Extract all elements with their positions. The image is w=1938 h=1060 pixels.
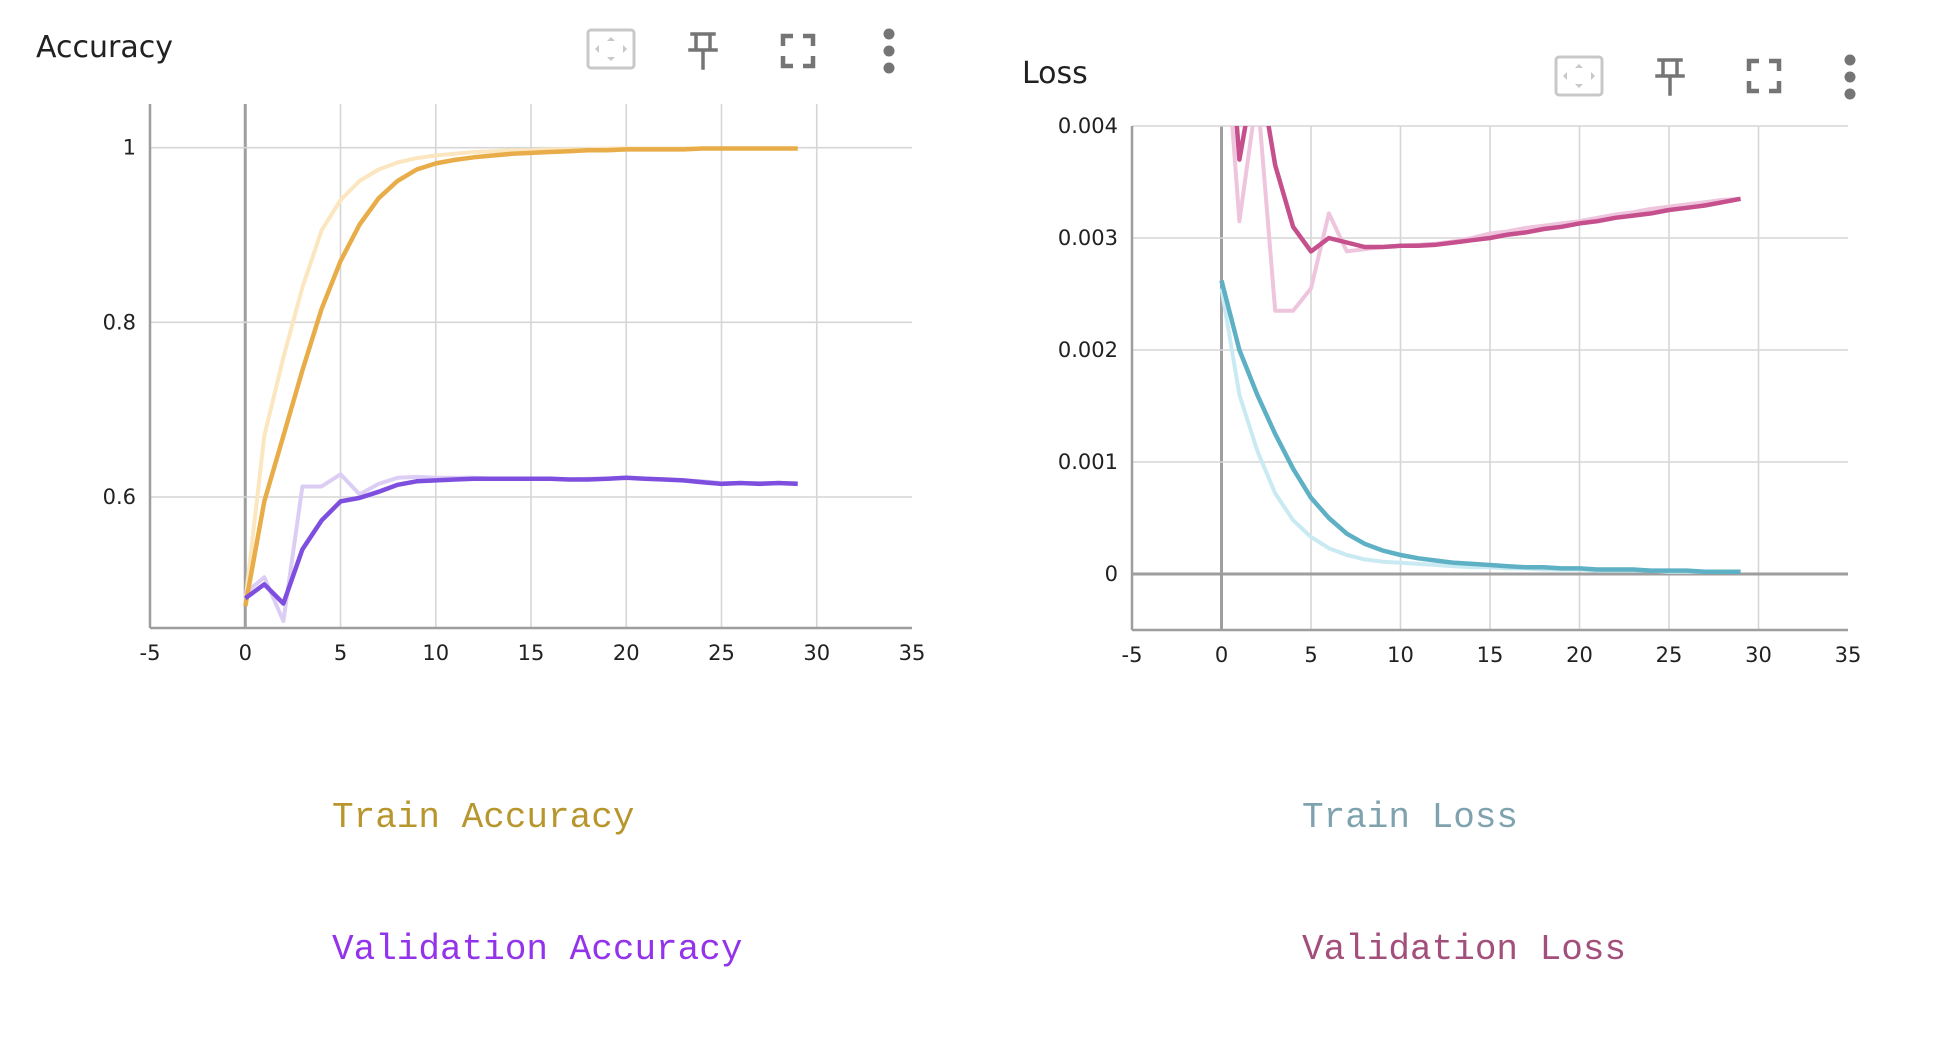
- pin-icon: [688, 32, 718, 70]
- card-title: Loss: [1022, 56, 1088, 91]
- x-tick-label: 20: [613, 641, 640, 665]
- legend-train-loss: Train Loss: [1302, 797, 1519, 838]
- fullscreen-icon: [780, 33, 816, 69]
- x-tick-label: 0: [1215, 643, 1228, 667]
- fullscreen-button[interactable]: [780, 33, 816, 69]
- raw-series-line-0: [243, 146, 798, 603]
- x-tick-label: 10: [422, 641, 449, 665]
- x-tick-label: -5: [1122, 643, 1143, 667]
- loss-chart[interactable]: -5 0 5 10 15 20 25 30 35 0 0.001 0.002 0.003 0.004: [980, 0, 1938, 680]
- x-tick-label: -5: [140, 641, 161, 665]
- more-vert-icon: [883, 28, 895, 74]
- legend-validation-loss: Validation Loss: [1302, 929, 1627, 970]
- fullscreen-button[interactable]: [1746, 58, 1782, 94]
- fit-to-data-icon: [586, 28, 636, 70]
- pin-icon: [1655, 58, 1685, 96]
- x-tick-label: 10: [1387, 643, 1414, 667]
- card-title: Accuracy: [36, 30, 173, 65]
- y-tick-label: 0.004: [1058, 114, 1118, 138]
- y-tick-label: 0.001: [1058, 450, 1118, 474]
- more-options-button[interactable]: [1843, 54, 1857, 100]
- x-tick-label: 25: [1656, 643, 1683, 667]
- accuracy-chart[interactable]: -5 0 5 10 15 20 25 30 35 0.6 0.8 1: [0, 0, 960, 680]
- x-tick-label: 25: [708, 641, 735, 665]
- more-options-button[interactable]: [882, 28, 896, 74]
- series-line-1[interactable]: [243, 475, 798, 606]
- series-line-0[interactable]: [1219, 280, 1741, 575]
- x-tick-label: 30: [1745, 643, 1772, 667]
- x-tick-label: 35: [1835, 643, 1862, 667]
- y-tick-label: 0.003: [1058, 226, 1118, 250]
- pin-button[interactable]: [687, 30, 719, 70]
- legend-train-accuracy: Train Accuracy: [332, 797, 635, 838]
- y-tick-label: 0.8: [103, 310, 136, 334]
- x-tick-label: 15: [1477, 643, 1504, 667]
- x-tick-label: 35: [899, 641, 926, 665]
- fit-to-data-button[interactable]: [1554, 55, 1604, 97]
- x-tick-label: 30: [803, 641, 830, 665]
- raw-series-line-0: [1219, 288, 1741, 574]
- y-tick-label: 1: [123, 136, 136, 160]
- fit-to-data-button[interactable]: [586, 28, 636, 70]
- legend: Train Accuracy Validation Accuracy: [332, 708, 742, 1060]
- accuracy-card: Accuracy -5 0 5 10 15 20 25 30 35 0.6 0.8 1 Train A…: [0, 0, 960, 970]
- legend: Train Loss Validation Loss: [1302, 708, 1626, 1060]
- fullscreen-icon: [1746, 58, 1782, 94]
- series-line-1[interactable]: [1222, 0, 1742, 254]
- raw-series-line-1: [1230, 126, 1741, 313]
- x-tick-label: 20: [1566, 643, 1593, 667]
- x-tick-label: 5: [1304, 643, 1317, 667]
- y-tick-label: 0: [1105, 562, 1118, 586]
- series-line-0[interactable]: [243, 146, 798, 607]
- y-tick-label: 0.6: [103, 485, 136, 509]
- loss-card: Loss -5 0 5 10 15 20 25 30 35 0 0.001 0.002 0.003 0.0…: [980, 0, 1938, 970]
- x-tick-label: 5: [334, 641, 347, 665]
- x-tick-label: 15: [518, 641, 545, 665]
- more-vert-icon: [1844, 54, 1856, 100]
- fit-to-data-icon: [1554, 55, 1604, 97]
- legend-validation-accuracy: Validation Accuracy: [332, 929, 743, 970]
- pin-button[interactable]: [1654, 56, 1686, 96]
- y-tick-label: 0.002: [1058, 338, 1118, 362]
- x-tick-label: 0: [239, 641, 252, 665]
